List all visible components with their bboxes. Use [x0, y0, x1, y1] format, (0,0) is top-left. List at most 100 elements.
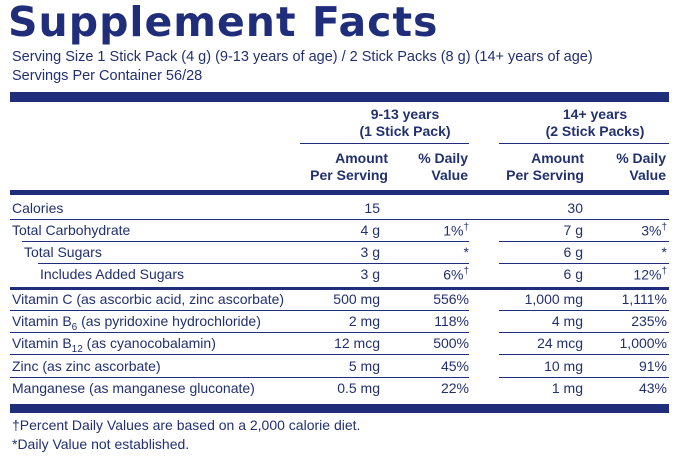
dv-9-13: 556%	[433, 291, 469, 307]
group-header-14plus: 14+ years (2 Stick Packs)	[520, 106, 670, 140]
dv-14plus: *	[661, 244, 667, 260]
thick-divider-bottom	[10, 404, 669, 413]
amount-9-13: 3 g	[360, 266, 380, 282]
dv-header-1-line2: Value	[431, 167, 468, 183]
dv-9-13: 118%	[434, 313, 469, 329]
group-header-divider-gap	[469, 143, 499, 144]
nutrient-name: Total Sugars	[24, 244, 102, 260]
nutrient-name: Vitamin B12 (as cyanocobalamin)	[12, 335, 216, 355]
amount-9-13: 4 g	[360, 222, 380, 238]
divider-after-sugars	[10, 287, 669, 290]
amount-9-13: 0.5 mg	[337, 380, 380, 396]
amount-9-13: 2 mg	[348, 313, 380, 329]
nutrient-name: Zinc (as zinc ascorbate)	[12, 358, 161, 374]
row-divider	[10, 354, 669, 355]
dv-header-1: % Daily Value	[390, 150, 468, 184]
dv-14plus: 235%	[631, 313, 667, 329]
dv-header-2: % Daily Value	[588, 150, 666, 184]
nutrient-name-prefix: Vitamin B	[12, 335, 72, 351]
group-header-9-13-line2: (1 Stick Pack)	[359, 123, 451, 139]
table-row: Total Carbohydrate 4 g 1%† 7 g 3%†	[10, 220, 669, 242]
row-divider-gap	[469, 220, 499, 221]
row-divider-gap	[469, 310, 499, 311]
nutrient-name: Includes Added Sugars	[40, 266, 184, 282]
amount-header-1: Amount Per Serving	[290, 150, 388, 184]
row-divider	[10, 332, 669, 333]
group-header-14plus-line1: 14+ years	[562, 106, 628, 122]
amount-9-13: 15	[364, 200, 380, 216]
row-divider-gap	[469, 377, 499, 378]
dv-14plus: 91%	[638, 358, 667, 374]
dagger-mark: †	[463, 266, 469, 277]
table-row: Vitamin B12 (as cyanocobalamin) 12 mcg 5…	[10, 333, 669, 355]
row-divider	[10, 310, 669, 311]
row-divider-gap	[469, 354, 499, 355]
table-row: Total Sugars 3 g * 6 g *	[10, 242, 669, 264]
dagger-mark: †	[661, 266, 667, 277]
amount-header-2: Amount Per Serving	[486, 150, 584, 184]
dv-9-13: 1%†	[443, 222, 469, 239]
row-divider-gap	[469, 241, 499, 242]
amount-header-1-line1: Amount	[335, 150, 388, 166]
amount-14plus: 6 g	[563, 244, 583, 260]
amount-header-1-line2: Per Serving	[310, 167, 388, 183]
amount-14plus: 1,000 mg	[524, 291, 583, 307]
table-row: Vitamin C (as ascorbic acid, zinc ascorb…	[10, 289, 669, 311]
nutrient-name-suffix: (as cyanocobalamin)	[82, 335, 216, 351]
dv-9-13: *	[463, 244, 469, 260]
nutrient-name: Total Carbohydrate	[12, 222, 131, 238]
dv-9-13: 22%	[440, 380, 469, 396]
row-divider-gap	[469, 263, 499, 264]
table-row: Vitamin B6 (as pyridoxine hydrochloride)…	[10, 311, 669, 333]
nutrient-name: Manganese (as manganese gluconate)	[12, 380, 255, 396]
amount-14plus: 7 g	[563, 222, 583, 238]
nutrient-name: Vitamin B6 (as pyridoxine hydrochloride)	[12, 313, 261, 333]
dv-9-13: 500%	[433, 335, 469, 351]
amount-9-13: 500 mg	[333, 291, 380, 307]
footnote-percent-dv: †Percent Daily Values are based on a 2,0…	[12, 417, 361, 433]
dv-14plus: 12%†	[633, 266, 667, 283]
dv-header-1-line1: % Daily	[418, 150, 468, 166]
amount-header-2-line1: Amount	[531, 150, 584, 166]
row-divider	[22, 241, 669, 242]
amount-14plus: 6 g	[563, 266, 583, 282]
group-header-9-13-line1: 9-13 years	[370, 106, 440, 122]
group-header-9-13: 9-13 years (1 Stick Pack)	[330, 106, 480, 140]
dv-header-2-line1: % Daily	[616, 150, 666, 166]
dv-14plus: 1,000%	[619, 335, 667, 351]
thick-divider-top	[10, 92, 669, 102]
nutrient-name-subscript: 6	[71, 321, 78, 333]
dv-14plus: 43%	[638, 380, 667, 396]
dv-14plus: 1,111%	[621, 291, 667, 307]
amount-9-13: 3 g	[360, 244, 380, 260]
group-header-14plus-line2: (2 Stick Packs)	[545, 123, 645, 139]
thick-divider-mid	[10, 190, 669, 195]
table-row: Zinc (as zinc ascorbate) 5 mg 45% 10 mg …	[10, 356, 669, 378]
amount-14plus: 1 mg	[551, 380, 583, 396]
amount-9-13: 12 mcg	[334, 335, 380, 351]
row-divider-gap	[469, 332, 499, 333]
row-divider	[10, 219, 669, 220]
nutrient-name-subscript: 12	[71, 343, 83, 355]
nutrient-name-suffix: (as pyridoxine hydrochloride)	[77, 313, 261, 329]
amount-header-2-line2: Per Serving	[506, 167, 584, 183]
table-row: Manganese (as manganese gluconate) 0.5 m…	[10, 378, 669, 400]
table-row: Includes Added Sugars 3 g 6%† 6 g 12%†	[10, 264, 669, 286]
amount-9-13: 5 mg	[348, 358, 380, 374]
dv-14plus: 3%†	[641, 222, 667, 239]
dagger-mark: †	[661, 222, 667, 233]
nutrient-name: Calories	[12, 200, 64, 216]
dv-header-2-line2: Value	[629, 167, 666, 183]
servings-per-container: Servings Per Container 56/28	[12, 68, 203, 84]
table-row: Calories 15 30	[10, 198, 669, 221]
footnote-dv-not-established: *Daily Value not established.	[12, 436, 190, 452]
page-title: Supplement Facts	[8, 0, 439, 46]
serving-size: Serving Size 1 Stick Pack (4 g) (9-13 ye…	[12, 49, 593, 65]
amount-14plus: 24 mcg	[537, 335, 583, 351]
dv-9-13: 6%†	[443, 266, 469, 283]
amount-14plus: 30	[567, 200, 583, 216]
amount-14plus: 4 mg	[551, 313, 583, 329]
dagger-mark: †	[463, 222, 469, 233]
nutrient-name: Vitamin C (as ascorbic acid, zinc ascorb…	[12, 291, 285, 307]
amount-14plus: 10 mg	[544, 358, 583, 374]
